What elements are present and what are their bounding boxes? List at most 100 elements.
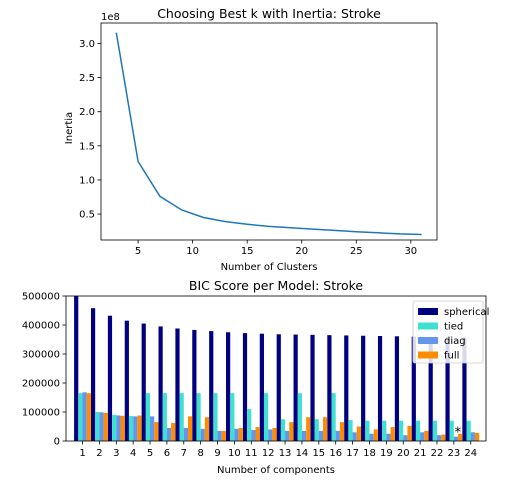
bar-full: [204, 417, 210, 441]
x-tick-label: 25: [350, 246, 363, 257]
x-tick-label: 5: [135, 246, 141, 257]
bar-full: [356, 426, 361, 441]
x-tick-label: 30: [404, 246, 417, 257]
x-tick-label: 10: [186, 246, 199, 257]
x-tick-label: 2: [96, 448, 102, 459]
y-tick-label: 0.5: [79, 210, 95, 221]
bar-full: [390, 427, 395, 441]
bar-spherical: [361, 335, 366, 441]
legend-swatch-spherical: [418, 308, 438, 315]
bar-spherical: [445, 337, 450, 441]
inertia-y-axis-label: Inertia: [64, 112, 75, 144]
bar-diag: [335, 430, 340, 441]
bic-plot-frame: [65, 295, 487, 442]
x-tick-label: 19: [380, 448, 393, 459]
inertia-plot-area: 5 10 15 20 25 30 0.5 1.0 1.5 2.0 2.5 3.0: [79, 22, 438, 257]
bar-tied: [95, 412, 100, 441]
bar-full: [323, 417, 328, 441]
bar-spherical: [276, 334, 281, 441]
bar-spherical: [124, 320, 129, 441]
inertia-chart: Choosing Best k with Inertia: Stroke 1e8…: [64, 6, 438, 273]
legend-swatch-diag: [418, 337, 438, 344]
x-tick-label: 4: [130, 448, 136, 459]
bar-tied: [213, 393, 218, 441]
bar-full: [255, 427, 260, 441]
x-tick-label: 23: [447, 448, 460, 459]
y-tick-label: 400000: [22, 321, 60, 332]
x-tick-label: 17: [346, 448, 359, 459]
bar-spherical: [90, 308, 96, 441]
bar-diag: [453, 436, 459, 441]
bar-spherical: [175, 328, 180, 441]
bar-spherical: [158, 326, 163, 441]
bic-chart: BIC Score per Model: Stroke 1 2 3 4 5 6 7 8 9 10 1…: [22, 278, 490, 476]
bar-diag: [200, 428, 205, 441]
bar-spherical: [293, 334, 298, 441]
bar-diag: [251, 429, 256, 441]
bar-tied: [112, 414, 117, 441]
bar-diag: [386, 433, 391, 441]
bar-full: [103, 412, 108, 441]
bar-full: [238, 427, 243, 441]
bar-full: [187, 416, 193, 441]
bar-tied: [196, 393, 201, 441]
bar-spherical: [259, 333, 264, 441]
bar-tied: [297, 393, 302, 441]
bar-spherical: [242, 333, 248, 441]
bar-tied: [263, 393, 269, 441]
bar-tied: [145, 393, 151, 441]
x-tick-label: 12: [262, 448, 275, 459]
bar-spherical: [226, 332, 231, 441]
x-tick-label: 3: [113, 448, 119, 459]
bar-tied: [365, 420, 370, 441]
x-tick-label: 6: [164, 448, 170, 459]
bar-full: [120, 415, 125, 441]
x-tick-label: 24: [464, 448, 477, 459]
bar-diag: [301, 430, 307, 441]
bar-full: [272, 427, 277, 441]
bar-diag: [285, 430, 290, 441]
bar-full: [474, 432, 480, 441]
bar-spherical: [377, 336, 383, 441]
x-tick-label: 15: [241, 246, 254, 257]
bar-spherical: [310, 334, 315, 441]
bar-spherical: [411, 336, 416, 441]
bar-spherical: [327, 335, 332, 441]
inertia-chart-title: Choosing Best k with Inertia: Stroke: [157, 6, 381, 21]
bar-tied: [78, 393, 83, 441]
bar-diag: [183, 427, 188, 441]
bic-chart-title: BIC Score per Model: Stroke: [189, 278, 364, 293]
inertia-x-axis-label: Number of Clusters: [221, 262, 318, 273]
bar-full: [339, 422, 345, 441]
bar-tied: [382, 420, 387, 441]
bar-spherical: [209, 331, 214, 441]
y-tick-label: 100000: [22, 408, 60, 419]
x-tick-label: 13: [279, 448, 292, 459]
bar-diag: [436, 435, 442, 441]
bar-diag: [99, 412, 104, 441]
bic-plot-area: 1 2 3 4 5 6 7 8 9 10 11 12 13 14 15 16 17 18 19 20 21 22 23 240…: [22, 292, 487, 459]
x-tick-label: 20: [295, 246, 308, 257]
bar-diag: [234, 428, 239, 441]
y-tick-label: 2.5: [79, 73, 95, 84]
x-tick-label: 16: [329, 448, 342, 459]
bar-tied: [399, 420, 404, 441]
bar-spherical: [394, 336, 400, 441]
bar-diag: [116, 415, 121, 441]
bar-full: [221, 430, 226, 441]
bar-spherical: [428, 336, 433, 441]
x-tick-label: 1: [79, 448, 85, 459]
bar-spherical: [74, 296, 79, 441]
bar-diag: [82, 392, 87, 441]
bic-legend: spherical tied diag full: [412, 300, 489, 364]
bar-diag: [133, 416, 138, 441]
bar-full: [407, 425, 412, 441]
bar-diag: [420, 432, 425, 441]
bar-tied: [280, 419, 286, 441]
bar-full: [424, 430, 429, 441]
bar-diag: [166, 427, 172, 441]
bar-diag: [470, 432, 475, 441]
bar-tied: [162, 393, 167, 441]
bar-tied: [247, 409, 252, 441]
